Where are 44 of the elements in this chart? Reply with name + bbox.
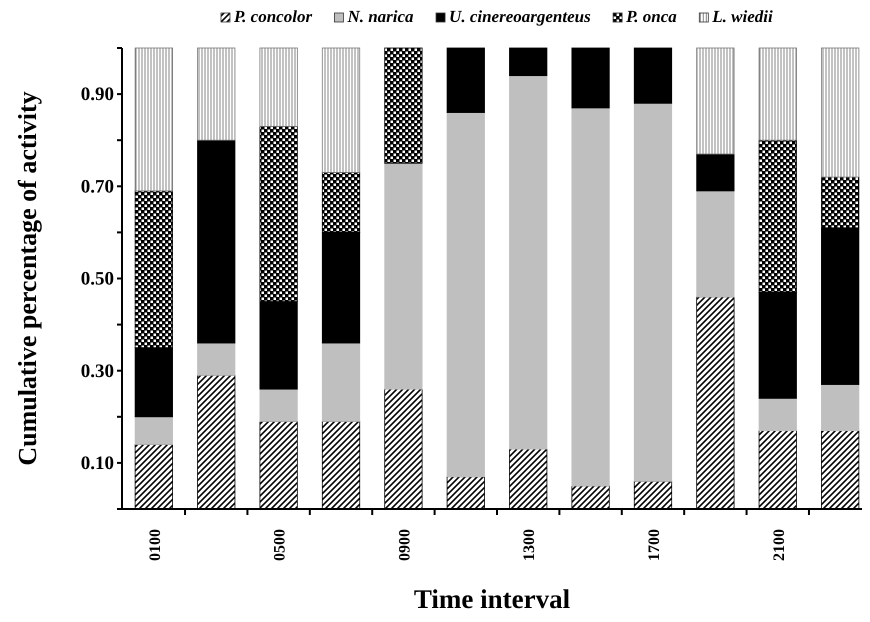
x-tick-label: 1700 [646,529,663,561]
x-tick-label: 1300 [521,529,538,561]
x-axis-title: Time interval [414,584,571,614]
bar [571,108,610,486]
bar [197,342,236,376]
bar [384,48,423,164]
x-tick-label: 0500 [272,529,289,561]
x-tick-label: 0900 [396,529,414,561]
y-tick-label: 0.90 [80,84,114,106]
legend-label: U. cinereoargenteus [449,7,592,26]
bar [260,48,298,127]
bar [260,388,298,422]
bar [322,342,360,422]
legend-label: P. concolor [232,7,312,26]
y-tick-label: 0.30 [80,360,114,382]
bar [197,140,236,344]
bar [134,416,173,445]
legend-label: N. narica [346,7,414,26]
y-tick-label: 0.50 [80,268,114,290]
bar [384,162,423,390]
bar [446,48,485,113]
bar [758,398,797,432]
legend-label: L. wiedii [711,7,774,26]
y-axis-title: Cumulative percentage of activity [13,91,42,466]
legend-label: P. onca [625,7,678,26]
bar [696,48,734,154]
bar [634,102,672,482]
bar [446,112,485,478]
bar [634,48,672,104]
bar [571,48,610,108]
y-tick-label: 0.10 [80,452,114,474]
bar [322,48,360,173]
y-tick-label: 0.70 [80,176,114,198]
bar [758,48,797,141]
bar [696,190,734,298]
bar [821,384,860,432]
bar [821,48,860,178]
x-tick-label: 0100 [146,529,164,561]
bar [134,48,173,192]
bar [509,75,548,450]
x-tick-label: 2100 [770,529,788,561]
bar [509,48,548,76]
bar [197,48,236,141]
bar [696,154,734,192]
